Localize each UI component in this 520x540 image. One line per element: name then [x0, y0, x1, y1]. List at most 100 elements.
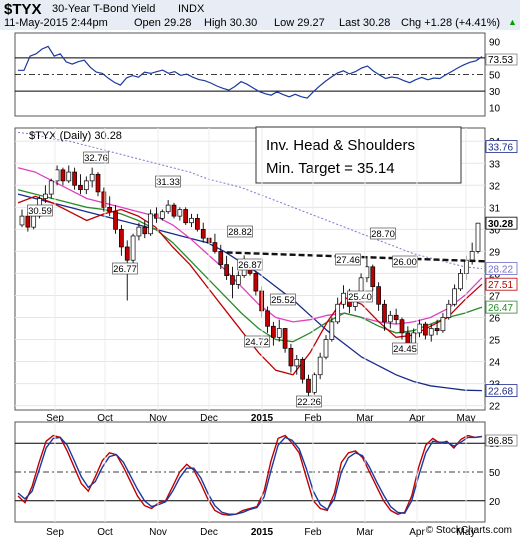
price-label: 26.00	[393, 257, 417, 268]
low-value: Low 29.27	[274, 17, 325, 29]
price-label-box	[244, 335, 270, 348]
candle-body	[66, 171, 72, 182]
right-label-box	[485, 262, 518, 275]
candle-body	[411, 332, 417, 345]
x-axis-label: May	[457, 527, 476, 538]
ticker-symbol: $TYX	[4, 1, 42, 18]
price-labels: 30.59 32.76 26.77 31.33 28.82 26.87 25.52 24.72…	[27, 151, 418, 408]
candle-body	[113, 211, 118, 230]
candle-body	[329, 321, 335, 340]
price-label-box	[335, 253, 361, 266]
candle-body	[288, 347, 294, 367]
candle-body	[428, 328, 434, 336]
candle-body	[183, 209, 189, 224]
price-tick-label: 31	[489, 203, 501, 214]
candle-body	[475, 222, 481, 252]
candle-body	[434, 328, 440, 332]
candle-body	[306, 378, 311, 393]
exchange-code: INDX	[178, 3, 205, 15]
price-label: 32.76	[84, 153, 108, 164]
last-value: Last 30.28	[339, 17, 391, 29]
candle-body	[72, 171, 77, 186]
candle-body	[200, 228, 206, 239]
right-axis-labels: 33.76 30.28 28.22 27.51 26.47 22.68	[485, 140, 518, 398]
price-tick-label: 32	[489, 181, 501, 192]
stochastic-panel: 205080 86.85 SepOctNovDec2015FebMarAprMa…	[14, 421, 518, 538]
stochastic-axis: 205080	[489, 439, 501, 508]
candle-body	[423, 323, 428, 336]
stochastic-reference-lines	[15, 442, 485, 502]
rsi-panel-frame	[14, 32, 486, 117]
right-label: 27.51	[488, 280, 513, 291]
price-label-box	[227, 225, 253, 238]
stochastic-panel-frame	[14, 421, 486, 523]
candle-body	[142, 226, 148, 235]
price-tick-label: 33	[489, 159, 501, 170]
rsi-line	[18, 45, 483, 99]
rsi-tick-label: 10	[489, 104, 501, 115]
open-value: Open 29.28	[134, 17, 192, 29]
rsi-last-badge	[485, 53, 518, 66]
candle-body	[218, 251, 224, 265]
price-label-box	[83, 151, 109, 164]
candle-body	[148, 213, 153, 235]
rsi-tick-label: 30	[489, 87, 501, 98]
x-axis-label: Feb	[304, 413, 322, 424]
right-label: 22.68	[488, 387, 513, 398]
candle-body	[119, 228, 124, 248]
price-x-axis: Sep Oct Nov Dec 2015 Feb Mar Apr May	[46, 128, 475, 424]
candle-body	[458, 273, 463, 290]
price-label: 26.87	[238, 260, 262, 271]
candle-body	[446, 303, 452, 318]
stochastic-line	[17, 435, 483, 515]
candle-body	[54, 169, 60, 182]
price-tick-label: 30	[489, 225, 501, 236]
rsi-tick-label: 50	[489, 71, 501, 82]
right-label-box	[485, 140, 518, 153]
rsi-axis: 1030507090	[489, 37, 501, 114]
candle-body	[335, 303, 341, 323]
right-label-box	[485, 216, 518, 230]
candle-body	[235, 275, 241, 285]
candle-body	[271, 325, 276, 338]
x-axis-label: Mar	[356, 413, 374, 424]
x-axis-label: Apr	[409, 527, 425, 538]
candle-body	[452, 288, 457, 305]
candle-body	[282, 328, 288, 349]
candle-body	[469, 251, 475, 261]
moving-average-line	[17, 131, 483, 270]
annotation-line-2: Min. Target = 35.14	[266, 160, 395, 177]
price-label: 28.82	[228, 227, 252, 238]
right-label: 28.22	[488, 265, 513, 276]
rsi-tick-label: 90	[489, 37, 501, 48]
price-label: 25.52	[271, 295, 295, 306]
candle-body	[78, 184, 83, 191]
right-label: 30.28	[488, 219, 513, 230]
price-label: 24.45	[393, 344, 417, 355]
candle-body	[19, 215, 25, 226]
candle-body	[393, 314, 399, 321]
price-label: 30.59	[28, 206, 52, 217]
candle-body	[276, 328, 282, 338]
candle-body	[323, 339, 329, 358]
x-axis-label: Nov	[149, 413, 167, 424]
price-label-box	[155, 175, 181, 188]
candle-body	[130, 235, 136, 261]
candle-body	[440, 317, 446, 332]
moving-average-line	[17, 189, 483, 343]
price-label: 25.40	[348, 292, 372, 303]
candle-body	[399, 319, 405, 334]
annotation-line-1: Inv. Head & Shoulders	[266, 137, 415, 154]
right-label: 26.47	[488, 303, 513, 314]
candle-body	[230, 275, 235, 285]
candle-body	[60, 169, 66, 182]
candle-body	[317, 356, 323, 376]
stochastic-tick-label: 50	[489, 468, 501, 479]
price-label: 22.26	[297, 397, 321, 408]
price-label-box	[296, 395, 322, 408]
price-label-box	[270, 293, 296, 306]
price-label-box	[27, 204, 53, 217]
candle-body	[212, 242, 218, 252]
price-tick-label: 24	[489, 358, 501, 369]
candle-body	[253, 273, 259, 292]
